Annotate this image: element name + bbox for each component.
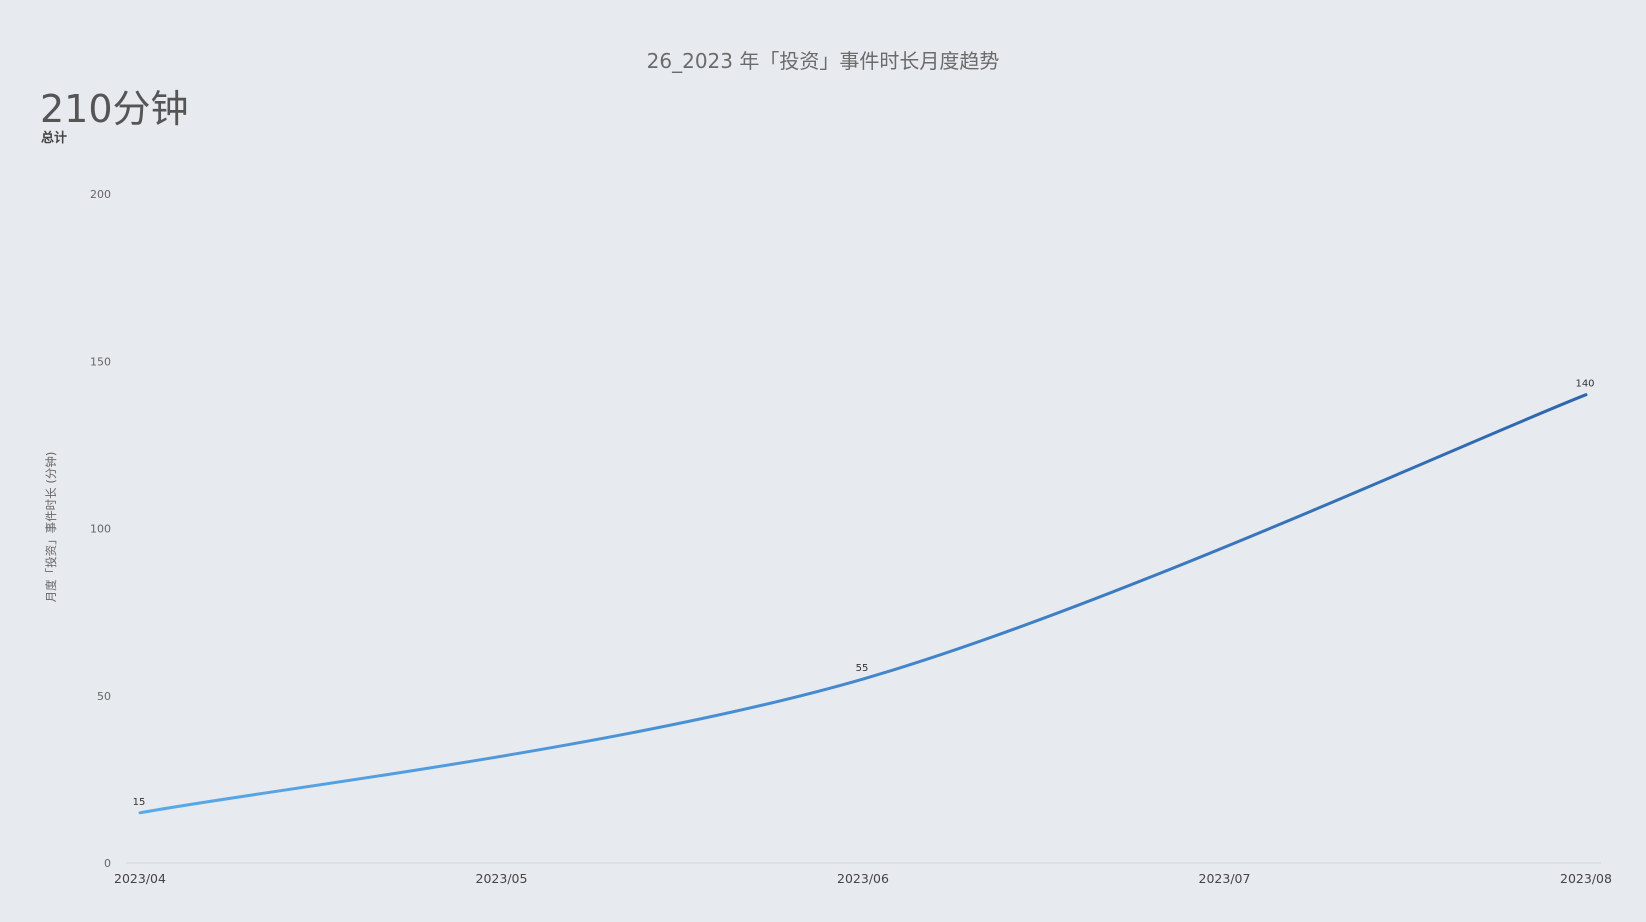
y-tick-label: 150 bbox=[90, 355, 111, 368]
y-tick-label: 0 bbox=[104, 857, 111, 870]
y-tick-label: 200 bbox=[90, 188, 111, 201]
x-tick-label: 2023/05 bbox=[476, 871, 528, 886]
y-tick-label: 50 bbox=[97, 690, 111, 703]
x-axis-ticks: 2023/04 2023/05 2023/06 2023/07 2023/08 bbox=[114, 871, 1612, 886]
data-label: 55 bbox=[856, 663, 869, 674]
x-tick-label: 2023/04 bbox=[114, 871, 166, 886]
kpi-total-label: 总计 bbox=[41, 130, 67, 146]
y-axis-title: 月度「投资」事件时长 (分钟) bbox=[44, 452, 58, 603]
data-label: 140 bbox=[1575, 379, 1594, 390]
data-label: 15 bbox=[133, 797, 146, 808]
x-tick-label: 2023/06 bbox=[837, 871, 889, 886]
series-line bbox=[138, 393, 1588, 815]
x-tick-label: 2023/08 bbox=[1560, 871, 1612, 886]
y-axis-ticks: 0 50 100 150 200 bbox=[90, 188, 111, 870]
kpi-total-value: 210分钟 bbox=[40, 87, 189, 131]
data-labels: 15 55 140 bbox=[133, 379, 1595, 808]
y-tick-label: 100 bbox=[90, 523, 111, 536]
x-tick-label: 2023/07 bbox=[1199, 871, 1251, 886]
chart-title: 26_2023 年「投资」事件时长月度趋势 bbox=[647, 49, 1000, 73]
